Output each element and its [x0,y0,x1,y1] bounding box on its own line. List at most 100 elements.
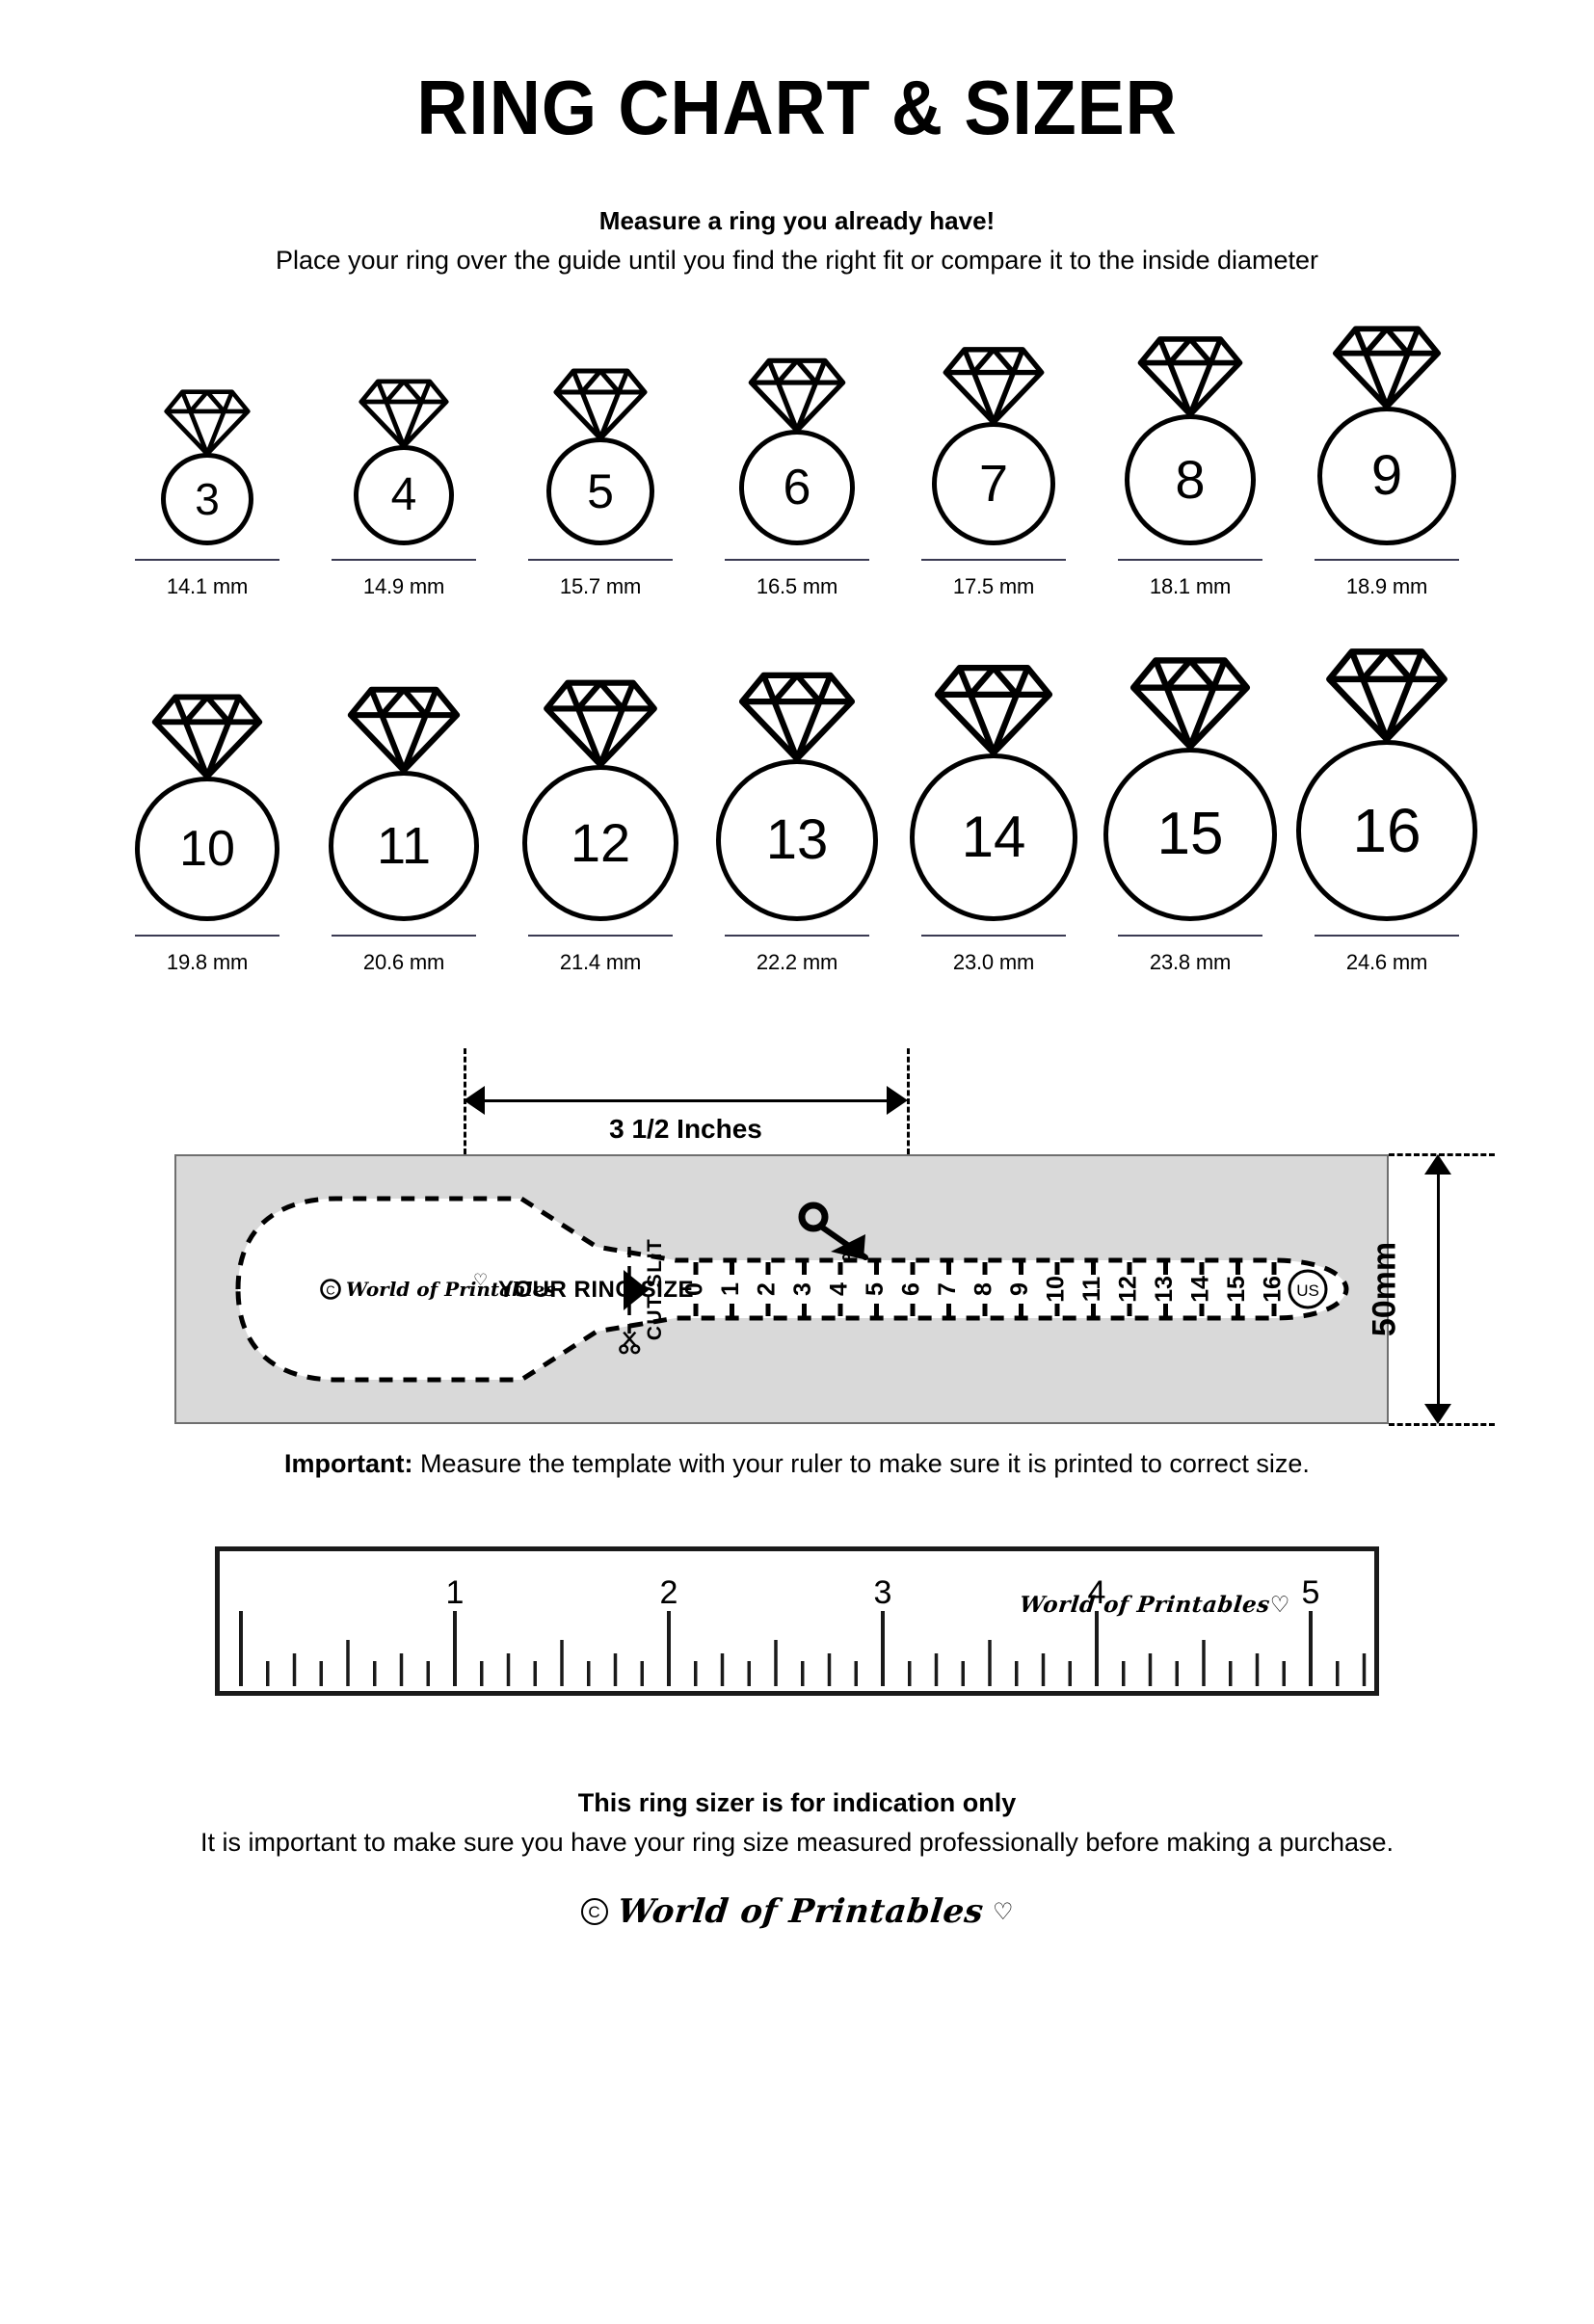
ring-size-item[interactable]: 16 24.6 mm [1288,642,1485,975]
divider [1118,935,1262,937]
ring-size-item[interactable]: 11 20.6 mm [306,680,502,975]
ring-size-item[interactable]: 9 18.9 mm [1288,320,1485,599]
brand-inline-label: World of Printables [346,1278,556,1301]
divider [921,559,1066,561]
ring-band: 7 [932,422,1055,545]
sizer-strip[interactable]: CUT SLIT C World of Printables ♡ YOUR RI… [174,1154,1389,1424]
ring-icon: 7 [932,341,1055,545]
ruler[interactable]: 1 2 3 4 5 World of Printables♡ [215,1546,1379,1696]
direction-arrow-icon [624,1270,649,1310]
scale-number: 6 [898,1282,925,1296]
ring-size-number: 12 [570,812,631,873]
ring-size-number: 15 [1156,801,1224,867]
width-dimension-label: 3 1/2 Inches [609,1114,762,1144]
ruler-watermark-label: World of Printables [1018,1592,1272,1618]
ring-size-item[interactable]: 5 15.7 mm [502,363,699,599]
divider [725,935,869,937]
ring-diameter-label: 23.8 mm [1149,950,1232,974]
ring-icon: 13 [716,666,878,921]
ruler-number: 3 [874,1574,892,1611]
ring-size-number: 11 [376,817,432,875]
scale-number: 7 [934,1282,961,1296]
ring-size-item[interactable]: 12 21.4 mm [502,673,699,975]
ring-size-number: 14 [961,805,1026,869]
scale-number: 0 [681,1282,708,1296]
ring-diameter-label: 15.7 mm [559,574,642,598]
unit-badge: US [1288,1269,1328,1309]
ring-band: 16 [1296,740,1477,921]
footer-text: It is important to make sure you have yo… [199,1828,1395,1857]
ring-icon: 15 [1103,650,1277,921]
ring-size-number: 5 [587,464,614,518]
subtitle-bold: Measure a ring you already have! [598,206,996,235]
ring-diameter-label: 23.0 mm [952,950,1035,974]
divider [1315,935,1459,937]
ring-size-item[interactable]: 10 19.8 mm [109,688,306,975]
diamond-icon [1129,657,1251,751]
ruler-section: 1 2 3 4 5 World of Printables♡ [0,1546,1594,1696]
important-text: Measure the template with your ruler to … [420,1449,1310,1478]
heart-icon: ♡ [1269,1592,1290,1617]
divider [1118,559,1262,561]
ruler-number: 2 [660,1574,678,1611]
diamond-icon [1332,326,1442,409]
ring-size-number: 9 [1370,444,1403,507]
diamond-icon [738,672,856,762]
copyright-icon: C [580,1898,608,1925]
divider [135,559,279,561]
ring-icon: 6 [739,353,855,545]
scale-number: 2 [754,1282,781,1296]
ring-size-number: 16 [1352,796,1421,865]
ring-band: 13 [716,759,878,921]
ring-band: 12 [522,765,678,921]
ring-icon: 11 [329,680,479,921]
ring-band: 14 [910,753,1077,921]
ring-diameter-label: 22.2 mm [756,950,838,974]
scale-number: 3 [789,1282,816,1296]
ring-size-item[interactable]: 14 23.0 mm [895,658,1092,975]
diamond-icon [934,665,1053,756]
cut-outline [235,1196,1349,1383]
scale-number: 8 [970,1282,997,1296]
ring-diameter-label: 24.6 mm [1345,950,1428,974]
ring-size-number: 6 [783,460,811,515]
ring-size-item[interactable]: 4 14.9 mm [306,374,502,599]
ring-band: 9 [1317,407,1456,545]
diamond-icon [943,347,1045,426]
ruler-graduations: 1 2 3 4 5 [239,1574,1367,1686]
diamond-icon [347,686,461,774]
ring-size-item[interactable]: 8 18.1 mm [1092,330,1288,599]
ring-band: 6 [739,430,855,545]
ring-size-item[interactable]: 6 16.5 mm [699,353,895,599]
scale-number: 10 [1043,1276,1070,1303]
diamond-icon [164,389,251,457]
ruler-watermark: World of Printables♡ [1018,1592,1290,1618]
height-arrow-icon [1424,1154,1451,1424]
subtitle-block: Measure a ring you already have! Place y… [0,206,1594,276]
ring-band: 5 [546,437,654,545]
divider [528,935,673,937]
ring-diameter-label: 18.9 mm [1345,574,1428,598]
guide-line-right [907,1048,910,1154]
ring-size-item[interactable]: 15 23.8 mm [1092,650,1288,975]
ring-size-item[interactable]: 7 17.5 mm [895,341,1092,599]
ring-icon: 8 [1125,330,1256,545]
divider [921,935,1066,937]
cut-slit-label: CUT SLIT [644,1238,666,1341]
footer-brand: C World of Printables ♡ [0,1892,1594,1931]
ring-size-item[interactable]: 3 14.1 mm [109,384,306,599]
scale-number: 1 [717,1282,744,1296]
ring-diameter-label: 17.5 mm [952,574,1035,598]
heart-icon: ♡ [992,1898,1014,1925]
footer: This ring sizer is for indication only I… [0,1788,1594,1931]
diamond-icon [544,679,657,768]
ring-size-item[interactable]: 13 22.2 mm [699,666,895,975]
divider [135,935,279,937]
subtitle-regular: Place your ring over the guide until you… [275,246,1319,275]
scale-number: 12 [1115,1276,1142,1303]
ring-diameter-label: 16.5 mm [756,574,838,598]
ring-size-number: 10 [179,821,235,877]
scale-number: 11 [1078,1277,1105,1303]
ring-icon: 3 [161,384,253,545]
divider [332,559,476,561]
